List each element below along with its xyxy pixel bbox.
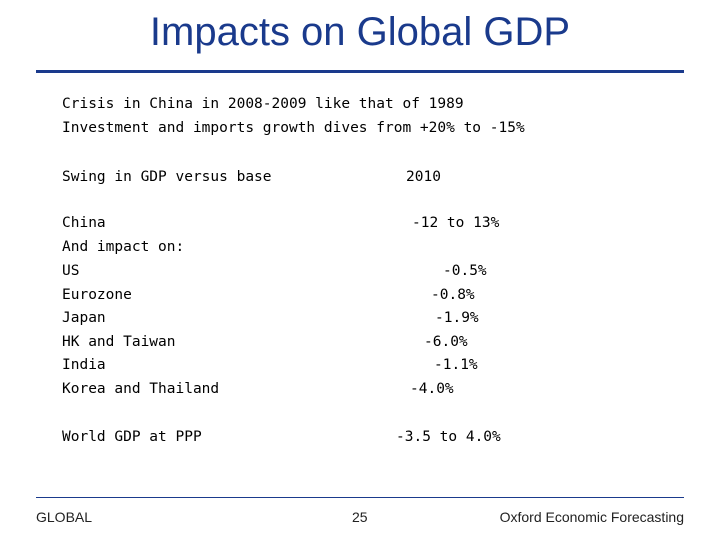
row-label-korea-thailand: Korea and Thailand: [62, 381, 220, 397]
intro-line-2: Investment and imports growth dives from…: [62, 120, 525, 136]
row-value-hk-taiwan: -6.0%: [424, 334, 468, 350]
row-value-japan: -1.9%: [435, 310, 479, 326]
row-label-us: US: [62, 263, 80, 279]
row-label-china: China: [62, 215, 106, 231]
footer-divider: [36, 497, 684, 498]
row-value-india: -1.1%: [434, 357, 478, 373]
page-number: 25: [352, 509, 368, 525]
intro-line-1: Crisis in China in 2008-2009 like that o…: [62, 96, 464, 112]
footer-right-label: Oxford Economic Forecasting: [499, 509, 684, 525]
row-value-eurozone: -0.8%: [431, 287, 475, 303]
title-divider: [36, 70, 684, 73]
row-value-korea-thailand: -4.0%: [410, 381, 454, 397]
row-label-impact: And impact on:: [62, 239, 185, 255]
world-gdp-value: -3.5 to 4.0%: [396, 429, 501, 445]
row-label-japan: Japan: [62, 310, 106, 326]
world-gdp-label: World GDP at PPP: [62, 429, 202, 445]
row-value-us: -0.5%: [443, 263, 487, 279]
footer-left-label: GLOBAL: [36, 509, 93, 525]
row-label-india: India: [62, 357, 106, 373]
table-header-year: 2010: [406, 169, 441, 185]
row-value-china: -12 to 13%: [412, 215, 500, 231]
page-title: Impacts on Global GDP: [149, 10, 571, 54]
row-label-eurozone: Eurozone: [62, 287, 132, 303]
row-label-hk-taiwan: HK and Taiwan: [62, 334, 176, 350]
table-header-label: Swing in GDP versus base: [62, 169, 272, 185]
